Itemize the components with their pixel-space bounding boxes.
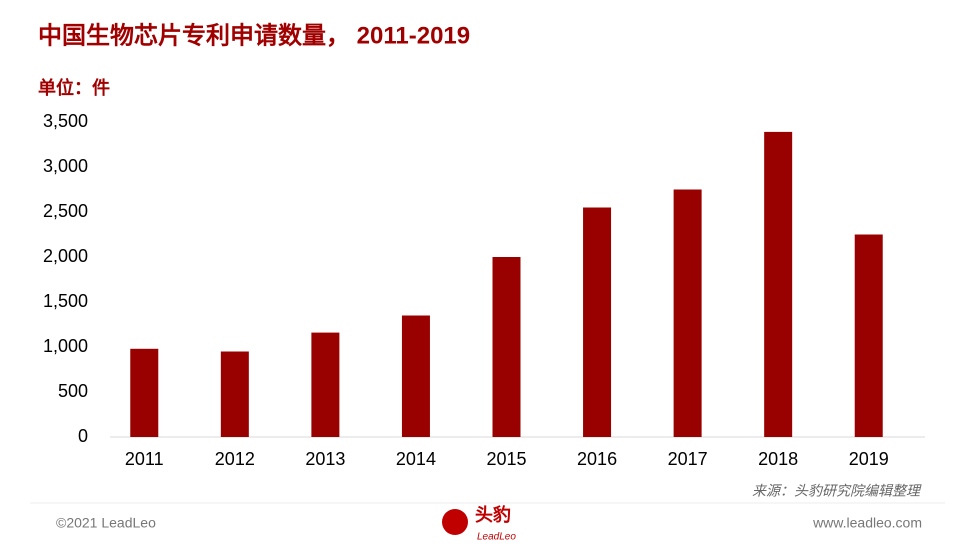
x-tick-label: 2015 <box>486 449 526 469</box>
y-tick-label: 3,500 <box>43 111 88 131</box>
x-tick-label: 2019 <box>849 449 889 469</box>
website: www.leadleo.com <box>812 515 922 531</box>
bar <box>673 189 702 437</box>
bar <box>583 207 612 437</box>
x-tick-label: 2018 <box>758 449 798 469</box>
x-tick-label: 2012 <box>215 449 255 469</box>
x-tick-label: 2013 <box>305 449 345 469</box>
x-tick-label: 2014 <box>396 449 436 469</box>
bar <box>854 234 883 437</box>
logo-icon <box>442 509 468 535</box>
copyright: ©2021 LeadLeo <box>56 515 156 531</box>
bar <box>311 332 340 437</box>
unit-label: 单位：件 <box>38 77 110 98</box>
y-tick-label: 500 <box>58 381 88 401</box>
source: 来源：头豹研究院编辑整理 <box>752 483 922 499</box>
x-tick-label: 2011 <box>125 449 164 469</box>
logo-cn: 头豹 <box>475 504 511 525</box>
y-tick-label: 3,000 <box>43 156 88 176</box>
bar <box>220 351 249 437</box>
bar <box>492 257 521 437</box>
logo-en: LeadLeo <box>477 532 516 543</box>
chart-title: 中国生物芯片专利申请数量， 2011-2019 <box>38 21 470 49</box>
y-tick-label: 0 <box>78 426 88 446</box>
bar <box>130 348 159 437</box>
x-tick-label: 2016 <box>577 449 617 469</box>
y-tick-label: 1,000 <box>43 336 88 356</box>
bar <box>401 315 430 437</box>
bar <box>764 131 793 437</box>
y-tick-label: 2,000 <box>43 246 88 266</box>
y-tick-label: 1,500 <box>43 291 88 311</box>
y-tick-label: 2,500 <box>43 201 88 221</box>
x-tick-label: 2017 <box>668 449 708 469</box>
